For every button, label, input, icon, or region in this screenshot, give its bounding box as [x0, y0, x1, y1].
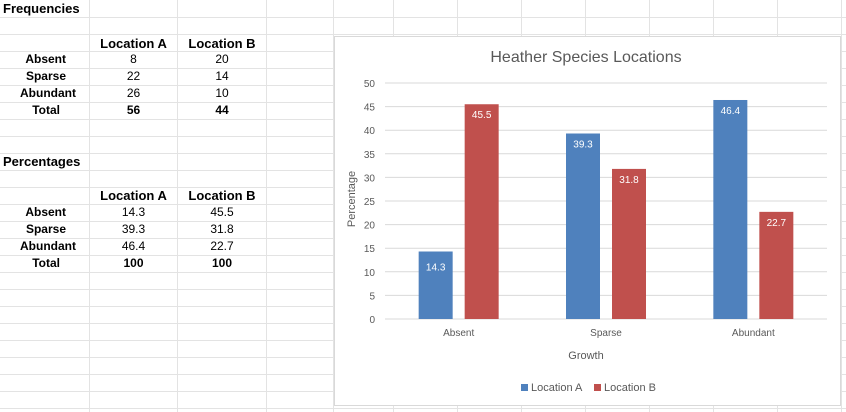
pct-total-b[interactable]: 100	[211, 256, 233, 270]
data-label: 14.3	[426, 263, 446, 274]
freq-row-label[interactable]: Absent	[25, 52, 66, 66]
data-label: 45.5	[472, 110, 492, 121]
freq-cell[interactable]: 14	[215, 69, 229, 83]
pct-cell[interactable]: 22.7	[210, 239, 234, 253]
data-label: 22.7	[767, 218, 787, 229]
pct-cell[interactable]: 45.5	[210, 205, 234, 219]
bar-location-a-abundant	[713, 99, 748, 319]
freq-row-label[interactable]: Sparse	[25, 69, 66, 83]
bar-location-a-absent	[418, 251, 453, 319]
pct-row-label[interactable]: Absent	[25, 205, 66, 219]
legend-label-location-b: Location B	[604, 382, 656, 394]
freq-cell[interactable]: 10	[215, 86, 229, 100]
freq-total-b[interactable]: 44	[215, 103, 229, 117]
data-label: 31.8	[619, 175, 639, 186]
freq-col-location-b[interactable]: Location B	[188, 36, 256, 51]
freq-col-location-a[interactable]: Location A	[100, 36, 167, 51]
pct-row-label[interactable]: Abundant	[20, 239, 76, 253]
percentages-title[interactable]: Percentages	[3, 154, 81, 169]
bar-chart: Heather Species Locations 0 5 10 15 20 25 30 35…	[346, 49, 827, 394]
pct-cell[interactable]: 46.4	[121, 239, 146, 253]
freq-total-a[interactable]: 56	[126, 103, 141, 117]
y-tick-label: 45	[364, 103, 376, 114]
freq-row-label-total[interactable]: Total	[32, 103, 60, 117]
pct-col-location-a[interactable]: Location A	[100, 188, 167, 203]
y-axis-label: Percentage	[346, 171, 358, 227]
legend-swatch-location-b	[594, 384, 601, 391]
data-label: 39.3	[573, 140, 593, 151]
pct-col-location-b[interactable]: Location B	[188, 188, 256, 203]
y-tick-label: 25	[364, 197, 376, 208]
y-tick-label: 40	[364, 126, 376, 137]
x-tick-label: Abundant	[732, 328, 775, 339]
y-tick-label: 50	[364, 79, 376, 90]
pct-row-label-total[interactable]: Total	[32, 256, 60, 270]
x-tick-label: Sparse	[590, 328, 622, 339]
y-tick-label: 5	[369, 291, 375, 302]
legend-swatch-location-a	[521, 384, 528, 391]
x-tick-label: Absent	[443, 328, 474, 339]
x-axis-label: Growth	[568, 350, 603, 362]
bar-location-a-sparse	[566, 133, 600, 319]
freq-cell[interactable]: 8	[130, 52, 137, 66]
y-tick-label: 35	[364, 150, 376, 161]
freq-cell[interactable]: 20	[215, 52, 229, 66]
pct-cell[interactable]: 14.3	[121, 205, 146, 219]
pct-row-label[interactable]: Sparse	[25, 222, 66, 236]
data-label: 46.4	[721, 106, 741, 117]
y-tick-label: 10	[364, 268, 376, 279]
freq-row-label[interactable]: Abundant	[20, 86, 76, 100]
freq-cell[interactable]: 26	[126, 86, 141, 100]
chart-legend: Location A Location B	[521, 382, 656, 394]
y-tick-label: 0	[369, 315, 375, 326]
chart-title: Heather Species Locations	[490, 49, 681, 66]
freq-cell[interactable]: 22	[126, 69, 141, 83]
bar-location-b-sparse	[612, 168, 646, 319]
y-tick-label: 20	[364, 221, 376, 232]
bar-location-b-abundant	[759, 211, 794, 319]
bar-location-b-absent	[464, 104, 499, 320]
y-tick-label: 30	[364, 173, 376, 184]
pct-cell[interactable]: 39.3	[121, 222, 146, 236]
pct-total-a[interactable]: 100	[123, 256, 144, 270]
legend-label-location-a: Location A	[531, 382, 583, 394]
pct-cell[interactable]: 31.8	[210, 222, 234, 236]
chart-area[interactable]: Heather Species Locations 0 5 10 15 20 25 30 35…	[334, 36, 841, 406]
frequencies-title[interactable]: Frequencies	[3, 1, 80, 16]
y-tick-label: 15	[364, 244, 376, 255]
